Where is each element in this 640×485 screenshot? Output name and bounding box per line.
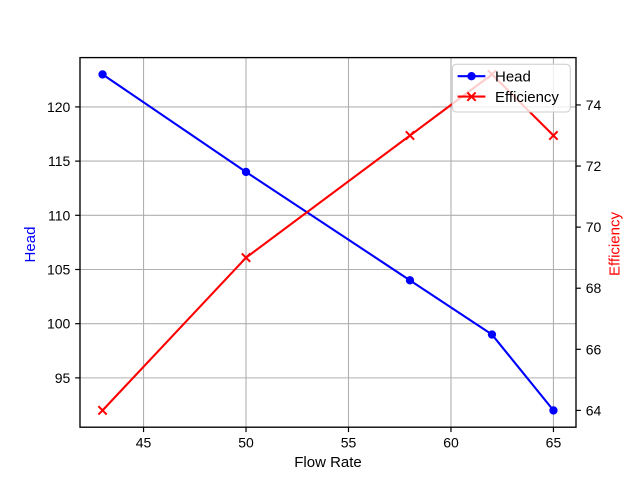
svg-text:95: 95 <box>55 370 71 386</box>
svg-text:45: 45 <box>136 435 152 451</box>
svg-text:68: 68 <box>586 280 602 296</box>
svg-text:60: 60 <box>443 435 459 451</box>
svg-text:65: 65 <box>546 435 562 451</box>
svg-text:Flow Rate: Flow Rate <box>294 454 362 471</box>
svg-text:100: 100 <box>47 316 71 332</box>
svg-text:115: 115 <box>48 153 71 169</box>
svg-text:64: 64 <box>586 402 602 418</box>
svg-text:55: 55 <box>341 435 357 451</box>
svg-text:72: 72 <box>586 158 602 174</box>
svg-text:74: 74 <box>586 97 602 113</box>
svg-text:50: 50 <box>238 435 254 451</box>
svg-text:66: 66 <box>586 341 602 357</box>
svg-text:70: 70 <box>586 219 602 235</box>
svg-text:Head: Head <box>22 227 39 263</box>
svg-text:Head: Head <box>495 69 531 86</box>
svg-text:Efficiency: Efficiency <box>607 212 624 276</box>
svg-text:110: 110 <box>48 207 71 223</box>
svg-text:Efficiency: Efficiency <box>495 89 559 106</box>
svg-text:105: 105 <box>47 262 71 278</box>
svg-text:120: 120 <box>47 99 71 115</box>
